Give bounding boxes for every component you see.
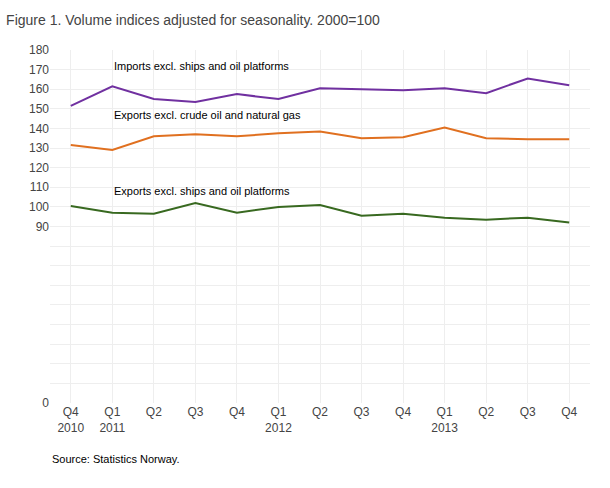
svg-text:Exports excl. crude oil and na: Exports excl. crude oil and natural gas bbox=[114, 109, 301, 121]
svg-text:180: 180 bbox=[29, 43, 49, 57]
svg-text:Q2: Q2 bbox=[146, 405, 162, 419]
svg-text:170: 170 bbox=[29, 63, 49, 77]
svg-text:Q4: Q4 bbox=[229, 405, 245, 419]
svg-text:150: 150 bbox=[29, 102, 49, 116]
svg-text:Q2: Q2 bbox=[478, 405, 494, 419]
svg-text:Figure 1. Volume indices adjus: Figure 1. Volume indices adjusted for se… bbox=[6, 12, 380, 28]
svg-text:0: 0 bbox=[42, 396, 49, 410]
svg-text:120: 120 bbox=[29, 161, 49, 175]
svg-text:160: 160 bbox=[29, 82, 49, 96]
svg-text:Imports excl. ships and oil pl: Imports excl. ships and oil platforms bbox=[114, 60, 289, 72]
svg-text:Q3: Q3 bbox=[354, 405, 370, 419]
svg-text:Q12012: Q12012 bbox=[265, 405, 292, 435]
svg-text:Q12011: Q12011 bbox=[99, 405, 125, 435]
svg-text:Source: Statistics Norway.: Source: Statistics Norway. bbox=[52, 453, 180, 465]
svg-text:Exports excl. ships and oil pl: Exports excl. ships and oil platforms bbox=[114, 185, 290, 197]
svg-text:100: 100 bbox=[29, 200, 49, 214]
svg-text:Q4: Q4 bbox=[561, 405, 577, 419]
svg-text:140: 140 bbox=[29, 122, 49, 136]
svg-text:Q4: Q4 bbox=[395, 405, 411, 419]
svg-text:130: 130 bbox=[29, 141, 49, 155]
svg-text:Q42010: Q42010 bbox=[57, 405, 84, 435]
svg-text:90: 90 bbox=[36, 220, 50, 234]
svg-text:110: 110 bbox=[30, 180, 49, 194]
svg-text:Q2: Q2 bbox=[312, 405, 328, 419]
svg-text:Q3: Q3 bbox=[187, 405, 203, 419]
svg-text:Q3: Q3 bbox=[520, 405, 536, 419]
svg-text:Q12013: Q12013 bbox=[431, 405, 458, 435]
